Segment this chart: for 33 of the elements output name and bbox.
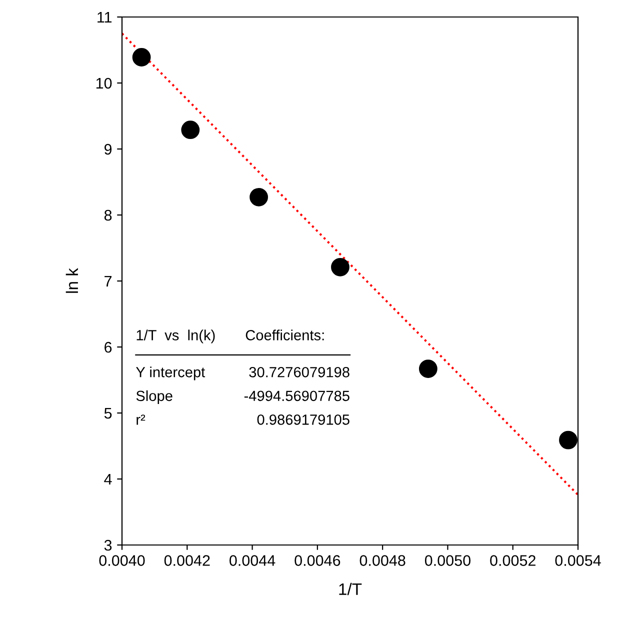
y-tick-label: 6 <box>104 342 112 353</box>
point <box>132 48 151 66</box>
annotation: 30.7276079198 <box>249 366 350 378</box>
point <box>418 360 438 378</box>
x-tick-label: 0.0050 <box>424 555 470 566</box>
x-tick-label: 0.0054 <box>555 555 601 566</box>
annotation: 0.9869179105 <box>257 414 350 425</box>
point <box>331 258 350 276</box>
y-tick-label: 10 <box>96 78 112 89</box>
y-tick-label: 4 <box>104 474 112 485</box>
annotation: Y intercept <box>136 366 206 380</box>
point <box>250 188 268 206</box>
annotation: 1/T vs ln(k) <box>136 330 215 344</box>
annotation: Slope <box>136 390 172 404</box>
point <box>181 120 200 140</box>
y-tick-label: 9 <box>104 144 112 155</box>
x-tick-label: 0.0044 <box>230 555 276 566</box>
y-axis-title: ln k <box>66 268 78 293</box>
point <box>559 430 578 450</box>
x-tick-label: 0.0042 <box>164 555 210 566</box>
x-axis-title: 1/T <box>339 582 362 596</box>
x-tick-label: 0.0048 <box>360 555 406 566</box>
x-tick-label: 0.0052 <box>490 555 536 566</box>
annotation: -4994.56907785 <box>244 390 350 402</box>
annotation: Coefficients: <box>246 330 324 340</box>
y-tick-label: 11 <box>98 12 112 23</box>
x-tick-label: 0.0040 <box>99 555 145 566</box>
y-tick-label: 3 <box>104 540 112 551</box>
y-tick-label: 5 <box>104 408 112 419</box>
y-tick-label: 7 <box>104 276 112 287</box>
annotation: r² <box>136 414 146 425</box>
x-tick-label: 0.0046 <box>294 555 340 566</box>
y-tick-label: 8 <box>104 210 112 221</box>
